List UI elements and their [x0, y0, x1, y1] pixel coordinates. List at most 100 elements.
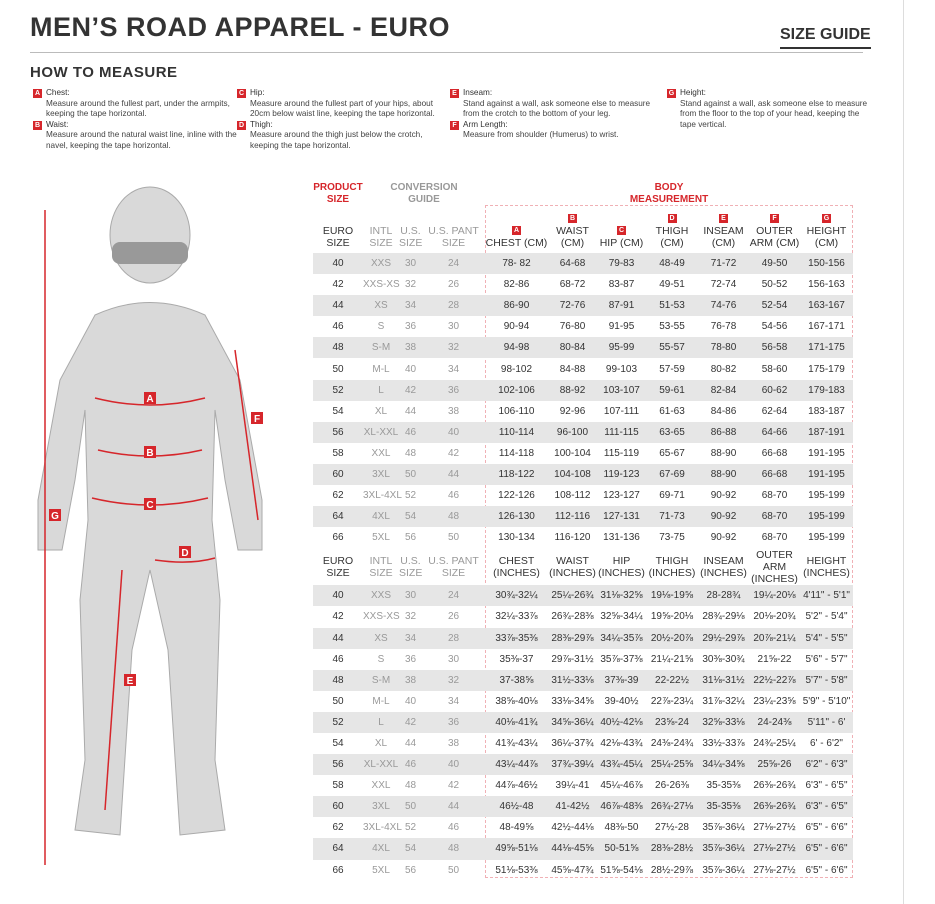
column-header: INTL SIZE — [369, 554, 393, 579]
column-header: U.S. PANT SIZE — [428, 554, 479, 579]
letter-badge: C — [237, 89, 246, 98]
table-cell: 30 — [399, 253, 422, 275]
table-cell: 76-78 — [710, 321, 737, 333]
table-cell: 31⅞-32¼ — [702, 695, 745, 707]
table-row: 52 L 42 36 40⅛-41¾ 34⅝-36¼ 40½-42⅛ 23⅝-24 32⅝-33… — [313, 711, 854, 733]
table-cell: 58 — [332, 447, 344, 459]
table-cell: 28 — [422, 627, 485, 649]
table-row: 56 XL-XXL 46 40 43¼-44⅞ 37¾-39¼ 43¾-45¼ 25¼-25⅝… — [313, 754, 854, 776]
table-cell: 88-92 — [548, 379, 597, 401]
table-cell: 71-73 — [646, 506, 698, 528]
legend-item: E Inseam: Stand against a wall, ask someon… — [450, 88, 655, 120]
table-row: 48 S-M 38 32 37-38⅝ 31½-33⅛ 37⅜-39 22-22½ 31⅛-31… — [313, 669, 854, 691]
table-cell: 34 — [399, 627, 422, 649]
table-cell: 171-175 — [800, 337, 854, 359]
table-cell: 26-26⅜ — [655, 780, 689, 792]
table-cell: 32 — [422, 669, 485, 691]
table-row: 40 XXS 30 24 78- 82 64-68 79-83 48-49 71-72 49-50… — [313, 253, 854, 275]
table-cell: 44⅛-45⅝ — [548, 838, 597, 860]
table-cell: 56 — [404, 864, 417, 876]
table-row: 54 XL 44 38 106-110 92-96 107-111 61-63 84-86 62-… — [313, 401, 853, 422]
table-cell: 60 — [313, 796, 363, 818]
table-cell: 50 — [399, 796, 422, 818]
table-cell: 74-76 — [698, 295, 749, 317]
legend-item-desc: Measure around the fullest part, under t… — [46, 98, 230, 119]
table-cell: 44 — [313, 295, 363, 317]
table-cell: 28½-29⅞ — [650, 864, 694, 876]
table-cell: XS — [363, 627, 399, 649]
letter-badge: F — [450, 120, 459, 130]
table-cell: 86-88 — [698, 421, 749, 443]
table-cell: 38 — [399, 669, 422, 691]
table-cell: 27½-28 — [655, 822, 689, 834]
table-cell: 42 — [447, 447, 460, 459]
table-cell: 56-58 — [749, 337, 800, 359]
table-cell: 68-72 — [559, 279, 586, 291]
table-cell: M-L — [372, 363, 390, 375]
svg-text:C: C — [146, 500, 153, 511]
table-cell: 32⅝-33⅛ — [698, 711, 749, 733]
table-cell: 23¼-23⅝ — [753, 695, 796, 707]
table-cell: 191-195 — [808, 447, 845, 459]
table-cell: 98-102 — [500, 363, 533, 375]
table-cell: 4XL — [363, 506, 399, 528]
table-cell: 25¼-26¾ — [548, 585, 597, 607]
table-cell: 55-57 — [646, 337, 698, 359]
table-cell: 71-72 — [698, 253, 749, 275]
legend-item: G Height: Stand against a wall, ask someon… — [667, 88, 872, 130]
table-cell: 68-70 — [761, 532, 788, 544]
legend-column: C Hip: Measure around the fullest part of … — [237, 88, 442, 152]
table-cell: 69-71 — [659, 490, 685, 502]
table-cell: 46 — [399, 421, 422, 443]
table-cell: 30 — [447, 321, 460, 333]
table-cell: 35⅜-37 — [499, 653, 534, 665]
table-cell: 110-114 — [485, 421, 548, 443]
column-header: E INSEAM (CM) — [703, 214, 744, 249]
table-cell: 19⅛-19⅝ — [646, 585, 698, 607]
table-cell: 80-84 — [548, 337, 597, 359]
table-cell: 62 — [332, 822, 344, 834]
table-cell: 51⅛-53⅜ — [495, 864, 538, 876]
conversion-guide-header: CONVERSION GUIDE — [390, 182, 458, 205]
table-cell: 50 — [399, 463, 422, 486]
table-cell: 4XL — [363, 838, 399, 860]
table-cell: 45⅝-47¾ — [551, 864, 594, 876]
svg-text:D: D — [181, 548, 188, 559]
table-cell: 59-61 — [646, 379, 698, 401]
table-cell: 183-187 — [808, 405, 845, 417]
table-cell: 40 — [422, 754, 485, 776]
table-cell: 79-83 — [597, 253, 646, 275]
table-cell: 5'4" - 5'5" — [800, 627, 854, 649]
table-cell: 156-163 — [808, 279, 845, 291]
legend-item-desc: Stand against a wall, ask someone else t… — [680, 98, 868, 129]
letter-badge: G — [667, 89, 676, 98]
table-cell: 68-70 — [761, 490, 788, 502]
legend-item: A Chest: Measure around the fullest part, … — [33, 88, 238, 120]
table-cell: 46 — [447, 490, 460, 502]
table-cell: 92-96 — [559, 405, 586, 417]
legend-item-name: Inseam: — [463, 88, 493, 97]
table-cell: XXS — [363, 253, 399, 275]
table-cell: 38 — [447, 738, 460, 750]
table-cell: L — [363, 379, 399, 401]
table-cell: 64 — [313, 838, 363, 860]
table-cell: 52-54 — [749, 295, 800, 317]
column-header: U.S. PANT SIZE — [428, 225, 479, 249]
table-cell: 56 — [313, 421, 363, 443]
table-cell: 67-69 — [646, 463, 698, 486]
table-cell: 50 — [447, 532, 460, 544]
how-to-measure-heading: HOW TO MEASURE — [30, 64, 178, 81]
table-cell: 36¼-37¾ — [551, 738, 594, 750]
table-cell: 88-90 — [698, 463, 749, 486]
table-cell: 44 — [422, 796, 485, 818]
table-cell: 64-66 — [749, 421, 800, 443]
legend-item-name: Thigh: — [250, 119, 273, 129]
group-header-row: PRODUCT SIZE CONVERSION GUIDE BODY MEASURE… — [313, 176, 853, 206]
table-cell: 29⅞-31½ — [551, 653, 594, 665]
table-cell: 72-74 — [710, 279, 737, 291]
figure-label-d: D — [179, 546, 191, 559]
table-cell: 42½-44⅛ — [551, 822, 594, 834]
table-cell: 73-75 — [659, 532, 685, 544]
table-cell: 127-131 — [597, 506, 646, 528]
table-cell: 28⅜-29⅞ — [548, 627, 597, 649]
